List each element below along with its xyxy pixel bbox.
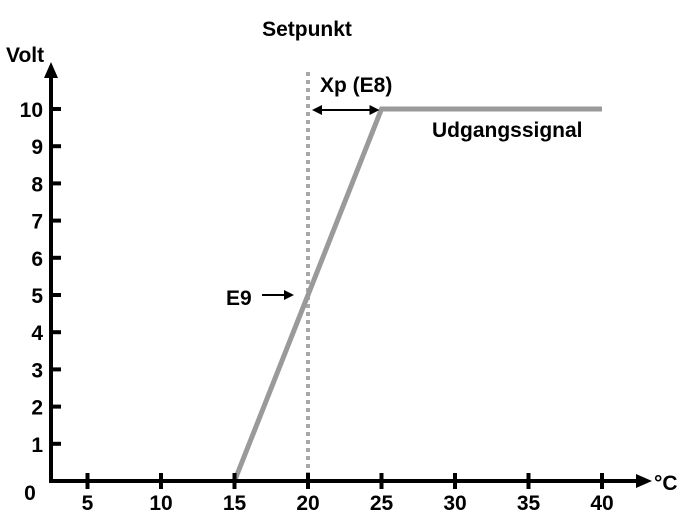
origin-label: 0 xyxy=(24,482,36,505)
y-axis-arrow xyxy=(44,62,58,78)
series-label-udgangssignal: Udgangssignal xyxy=(432,119,583,142)
y-tick-label: 9 xyxy=(31,136,43,159)
y-tick-label: 6 xyxy=(31,248,43,271)
chart-title: Setpunkt xyxy=(262,18,352,41)
y-tick-label: 3 xyxy=(31,359,43,382)
x-tick-label: 35 xyxy=(517,492,541,515)
e9-arrow xyxy=(262,290,294,300)
x-tick-label: 30 xyxy=(443,492,466,515)
x-tick-label: 10 xyxy=(149,492,172,515)
y-axis xyxy=(44,62,58,483)
y-tick-label: 5 xyxy=(31,285,43,308)
x-axis-arrow xyxy=(636,474,652,488)
y-tick-label: 4 xyxy=(31,322,43,345)
xp-label: Xp (E8) xyxy=(320,74,392,97)
y-axis-label: Volt xyxy=(6,44,44,67)
x-tick-label: 20 xyxy=(296,492,319,515)
series-line-udgangssignal xyxy=(232,106,602,482)
xp-double-arrow xyxy=(312,105,380,115)
x-ticks: 5 10 15 20 25 30 35 40 xyxy=(82,473,614,515)
y-ticks: 1 2 3 4 5 6 7 8 9 10 xyxy=(20,99,61,457)
x-axis xyxy=(49,474,652,488)
e9-label: E9 xyxy=(226,287,252,310)
y-tick-label: 10 xyxy=(20,99,43,122)
y-tick-label: 2 xyxy=(31,397,43,420)
y-tick-label: 7 xyxy=(31,211,43,234)
y-tick-label: 1 xyxy=(31,434,43,457)
x-axis-label: °C xyxy=(654,472,678,495)
x-tick-label: 25 xyxy=(370,492,394,515)
x-tick-label: 5 xyxy=(82,492,94,515)
x-tick-label: 15 xyxy=(223,492,247,515)
x-tick-label: 40 xyxy=(590,492,613,515)
y-tick-label: 8 xyxy=(31,173,43,196)
